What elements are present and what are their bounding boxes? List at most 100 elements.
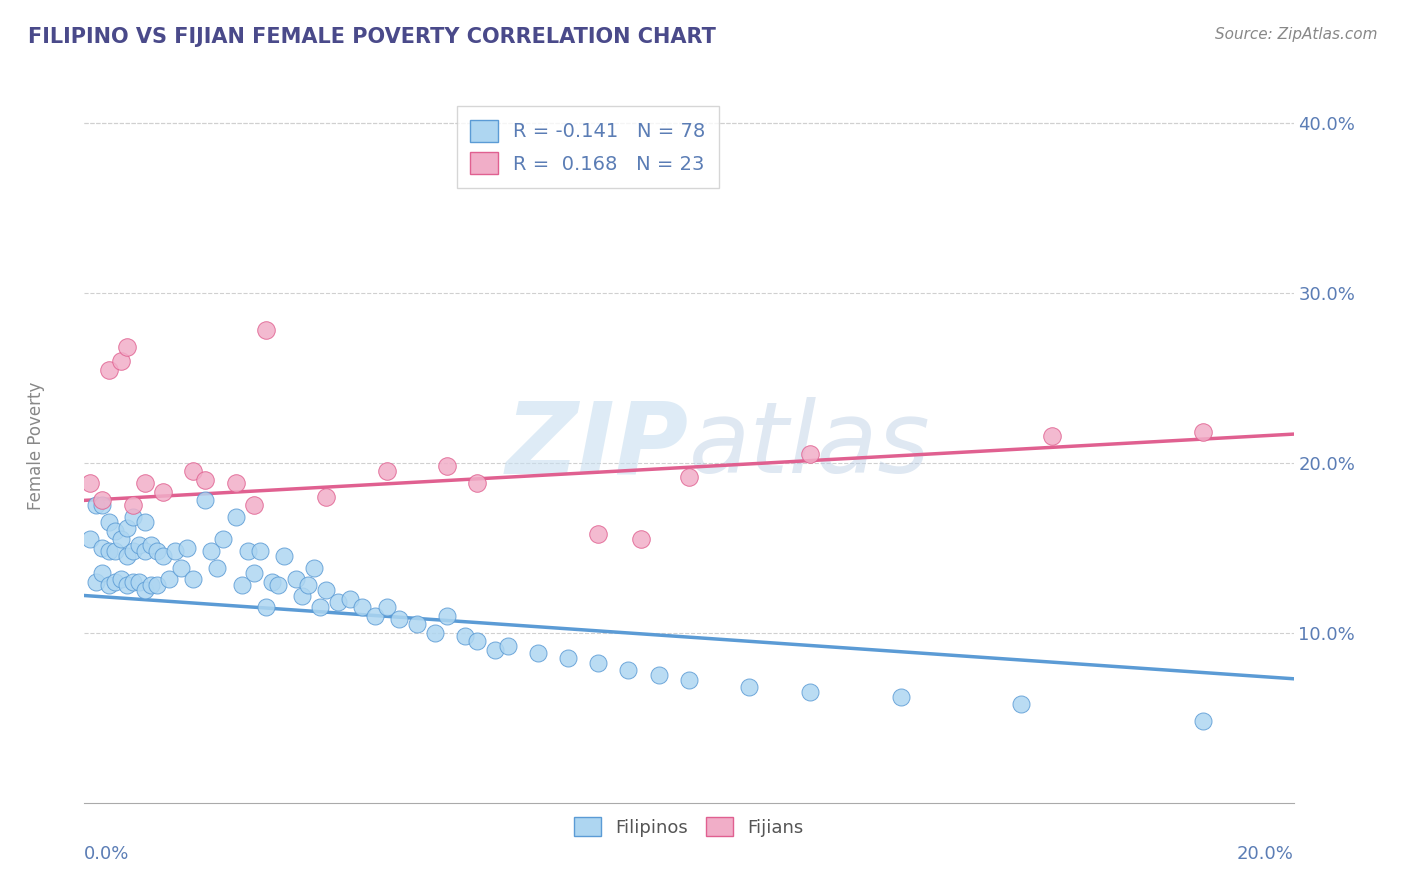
Text: ZIP: ZIP (506, 398, 689, 494)
Point (152, 484, 174, 499)
Point (170, 561, 193, 575)
Point (254, 323, 277, 337)
Point (309, 600, 332, 615)
Point (194, 493, 217, 508)
Point (91, 566, 114, 581)
Point (315, 583, 337, 598)
Point (86, 499, 108, 513)
Point (302, 561, 325, 575)
Point (91, 493, 114, 508)
Point (110, 572, 132, 586)
Point (181, 572, 204, 586)
Point (273, 549, 295, 564)
Point (328, 595, 350, 609)
Point (375, 600, 398, 615)
Point (267, 578, 290, 592)
Point (496, 640, 519, 654)
Point (176, 541, 198, 555)
Point (388, 612, 411, 626)
Point (97, 516, 120, 530)
Point (104, 524, 127, 538)
Text: atlas: atlas (689, 398, 931, 494)
Point (79, 476, 101, 491)
Point (139, 578, 162, 592)
Point (678, 469, 700, 483)
Point (231, 578, 253, 592)
Point (315, 490, 337, 504)
Point (121, 510, 143, 524)
Point (352, 600, 374, 615)
Point (454, 629, 477, 643)
Point (86, 574, 108, 589)
Point (467, 476, 489, 491)
Point (97, 578, 120, 592)
Point (128, 537, 150, 551)
Point (157, 572, 180, 586)
Point (630, 533, 652, 547)
Point (200, 544, 222, 558)
Point (181, 465, 204, 479)
Point (91, 499, 114, 513)
Point (406, 617, 429, 632)
Point (678, 673, 700, 688)
Point (467, 634, 489, 648)
Point (97, 544, 120, 558)
Point (339, 591, 361, 606)
Point (139, 537, 162, 551)
Point (121, 544, 143, 558)
Text: Source: ZipAtlas.com: Source: ZipAtlas.com (1215, 27, 1378, 42)
Point (128, 574, 150, 589)
Point (291, 589, 314, 603)
Point (285, 572, 308, 586)
Point (115, 520, 138, 534)
Point (79, 533, 101, 547)
Point (236, 544, 259, 558)
Point (121, 499, 143, 513)
Point (110, 354, 132, 368)
Point (254, 600, 277, 615)
Point (890, 690, 912, 705)
Point (104, 574, 127, 589)
Text: 0.0%: 0.0% (84, 846, 129, 863)
Point (115, 549, 138, 564)
Point (110, 533, 132, 547)
Point (242, 566, 264, 581)
Point (363, 608, 385, 623)
Point (527, 646, 550, 660)
Point (152, 549, 174, 564)
Y-axis label: Female Poverty: Female Poverty (27, 382, 45, 510)
Point (375, 465, 398, 479)
Legend: Filipinos, Fijians: Filipinos, Fijians (567, 809, 811, 844)
Point (799, 685, 821, 699)
Point (134, 516, 156, 530)
Point (115, 341, 138, 355)
Point (146, 578, 169, 592)
Point (588, 657, 610, 671)
Point (194, 473, 217, 487)
Point (115, 578, 138, 592)
Point (484, 643, 506, 657)
Point (557, 651, 579, 665)
Point (97, 362, 120, 376)
Point (588, 527, 610, 541)
Point (225, 510, 247, 524)
Point (249, 544, 271, 558)
Point (242, 499, 264, 513)
Point (104, 544, 127, 558)
Point (225, 476, 247, 491)
Point (297, 578, 319, 592)
Point (134, 583, 156, 598)
Point (436, 608, 458, 623)
Point (436, 459, 458, 474)
Text: 20.0%: 20.0% (1237, 846, 1294, 863)
Point (617, 663, 640, 677)
Point (1192, 714, 1215, 729)
Point (423, 626, 446, 640)
Point (738, 680, 761, 694)
Point (1192, 425, 1215, 440)
Point (648, 668, 671, 682)
Point (799, 448, 821, 462)
Text: FILIPINO VS FIJIAN FEMALE POVERTY CORRELATION CHART: FILIPINO VS FIJIAN FEMALE POVERTY CORREL… (28, 27, 716, 46)
Point (1040, 429, 1063, 443)
Point (165, 544, 187, 558)
